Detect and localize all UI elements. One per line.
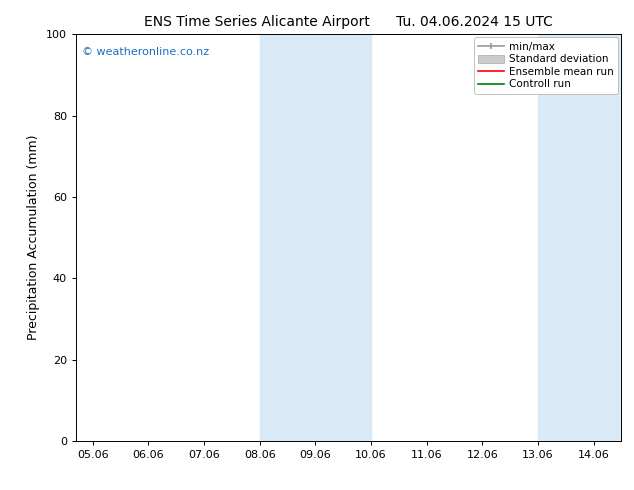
- Bar: [538, 34, 621, 441]
- Title: ENS Time Series Alicante Airport      Tu. 04.06.2024 15 UTC: ENS Time Series Alicante Airport Tu. 04.…: [145, 15, 553, 29]
- Y-axis label: Precipitation Accumulation (mm): Precipitation Accumulation (mm): [27, 135, 41, 341]
- Text: © weatheronline.co.nz: © weatheronline.co.nz: [82, 47, 209, 56]
- Bar: [260, 34, 371, 441]
- Legend: min/max, Standard deviation, Ensemble mean run, Controll run: min/max, Standard deviation, Ensemble me…: [474, 37, 618, 94]
